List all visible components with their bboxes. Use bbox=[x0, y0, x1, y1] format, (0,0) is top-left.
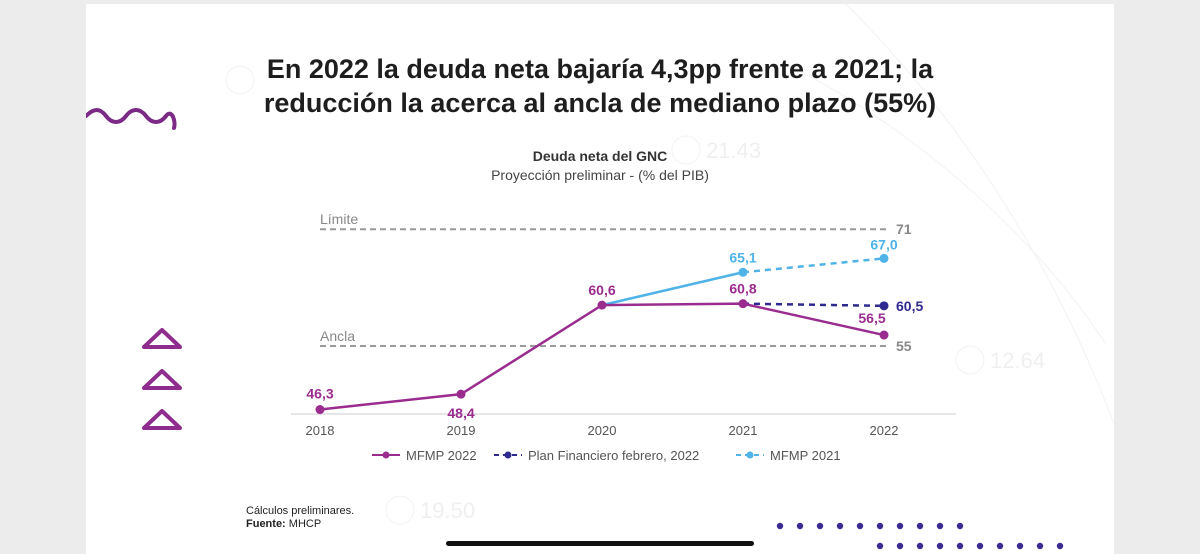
series-mfmp-2022-point bbox=[456, 389, 466, 399]
left-margin bbox=[0, 0, 86, 554]
series-mfmp-2021-point bbox=[879, 253, 889, 263]
legend-swatch-marker bbox=[382, 451, 390, 459]
series-plan-financiero-point bbox=[879, 301, 889, 311]
source-line: Fuente: MHCP bbox=[246, 518, 354, 531]
right-margin bbox=[1114, 0, 1200, 554]
data-label: 65,1 bbox=[729, 249, 756, 265]
data-label: 60,6 bbox=[588, 282, 615, 298]
series-mfmp-2021-point bbox=[738, 267, 748, 277]
chart-subtitle: Proyección preliminar - (% del PIB) bbox=[491, 167, 709, 183]
data-label: 56,5 bbox=[858, 310, 885, 326]
series-mfmp-2021-line bbox=[601, 271, 744, 307]
x-tick-label: 2019 bbox=[447, 423, 476, 438]
squiggle-decoration-icon bbox=[86, 108, 177, 130]
legend-label: MFMP 2022 bbox=[406, 448, 477, 463]
legend-label: Plan Financiero febrero, 2022 bbox=[528, 448, 699, 463]
watermark-text: 12.64 bbox=[990, 348, 1045, 373]
x-tick-label: 2020 bbox=[588, 423, 617, 438]
note-text: Cálculos preliminares. bbox=[246, 505, 355, 517]
series-mfmp-2022-point bbox=[879, 330, 889, 340]
x-tick-label: 2018 bbox=[306, 423, 335, 438]
slide-title: En 2022 la deuda neta bajaría 4,3pp fren… bbox=[86, 52, 1114, 120]
slide-title-line: reducción la acerca al ancla de mediano … bbox=[263, 88, 937, 118]
reference-line-name: Límite bbox=[320, 211, 358, 227]
data-label: 46,3 bbox=[306, 386, 333, 402]
watermark-circle-icon bbox=[385, 495, 415, 525]
line-chart: Límite 71 Ancla 55 2018 2019 2020 2021 2022 46,3 4… bbox=[291, 211, 956, 463]
watermark-circle-icon bbox=[671, 135, 701, 165]
data-label: 60,5 bbox=[896, 298, 923, 314]
footnotes: Cálculos preliminares. Fuente: MHCP bbox=[246, 505, 354, 531]
reference-line-value: 55 bbox=[896, 338, 912, 354]
source-label: Fuente: bbox=[246, 518, 286, 530]
series-mfmp-2022-point bbox=[315, 405, 325, 415]
dot-grid-decoration bbox=[776, 522, 1064, 550]
series-mfmp-2022-line bbox=[319, 302, 885, 411]
reference-line-value: 71 bbox=[896, 221, 912, 237]
chart-title: Deuda neta del GNC bbox=[532, 148, 668, 164]
x-tick-label: 2022 bbox=[870, 423, 899, 438]
legend-swatch-marker bbox=[504, 451, 512, 459]
series-mfmp-2022-point bbox=[738, 299, 748, 309]
triangle-decoration-icon bbox=[142, 369, 182, 390]
data-label: 67,0 bbox=[870, 236, 897, 252]
decorations: 21.43 12.64 19.50 bbox=[86, 4, 1114, 550]
triangle-decoration-icon bbox=[142, 328, 182, 349]
series-plan-financiero-line bbox=[742, 302, 885, 308]
triangle-decoration-icon bbox=[142, 409, 182, 430]
data-label: 60,8 bbox=[729, 281, 756, 297]
slide: 21.43 12.64 19.50 En 2022 la deuda neta … bbox=[86, 4, 1114, 554]
data-label: 48,4 bbox=[447, 405, 474, 421]
series-mfmp-2022-point bbox=[597, 300, 607, 310]
x-tick-label: 2021 bbox=[729, 423, 758, 438]
watermark-text: 21.43 bbox=[706, 138, 761, 163]
reference-line-name: Ancla bbox=[320, 328, 355, 344]
source-value: MHCP bbox=[288, 518, 322, 530]
watermark-text: 19.50 bbox=[420, 498, 475, 523]
legend-label: MFMP 2021 bbox=[770, 448, 841, 463]
home-indicator[interactable] bbox=[446, 541, 754, 546]
series-mfmp-2021-projection-line bbox=[742, 257, 885, 274]
legend-swatch-marker bbox=[746, 451, 754, 459]
watermark-circle-icon bbox=[225, 65, 255, 95]
watermark-circle-icon bbox=[955, 345, 985, 375]
slide-title-line: En 2022 la deuda neta bajaría 4,3pp fren… bbox=[266, 54, 934, 84]
